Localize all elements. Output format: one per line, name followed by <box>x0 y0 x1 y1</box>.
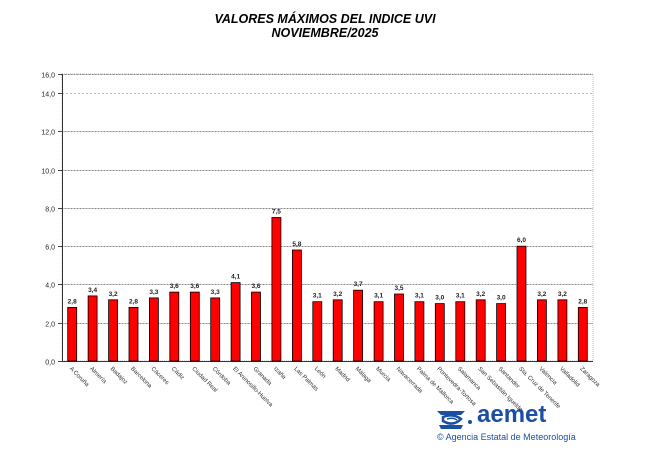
x-tick-label: León <box>313 366 327 380</box>
y-tick-label: 10,0 <box>41 169 55 176</box>
x-tick-label: Izaña <box>272 366 287 381</box>
bar-value-label: 2,8 <box>578 298 587 305</box>
x-tick-label: Valencia <box>537 366 558 387</box>
bar-value-label: 3,6 <box>251 283 260 290</box>
bar <box>230 282 241 362</box>
bar-value-label: 3,2 <box>333 291 342 298</box>
bar <box>414 301 425 362</box>
x-tick-label: Valladolid <box>558 366 580 388</box>
aemet-logo: aemet © Agencia Estatal de Meteorología <box>435 401 605 450</box>
bar <box>455 301 466 362</box>
bar <box>312 301 323 362</box>
x-tick-label: Córdoba <box>211 366 232 387</box>
bar-value-label: 3,3 <box>149 289 158 296</box>
bar-value-label: 3,1 <box>456 293 465 300</box>
bar-value-label: 3,1 <box>415 293 424 300</box>
bar <box>67 306 78 362</box>
bar <box>537 299 547 362</box>
bar-value-label: 3,6 <box>190 283 199 290</box>
y-tick-label: 4,0 <box>45 283 55 290</box>
chart-subtitle: NOVIEMBRE/2025 <box>271 26 379 40</box>
x-tick-label: Badajoz <box>109 366 129 386</box>
plot-area <box>61 73 594 362</box>
bar-value-label: 3,0 <box>435 295 444 302</box>
bar-value-label: 5,8 <box>292 241 301 248</box>
y-tick-label: 0,0 <box>45 360 55 367</box>
y-tick-label: 2,0 <box>45 322 55 329</box>
x-tick-label: Madrid <box>333 366 350 383</box>
bar-value-label: 3,2 <box>537 291 546 298</box>
bar-value-label: 4,1 <box>231 274 240 281</box>
y-tick-label: 6,0 <box>45 245 55 252</box>
bar <box>251 291 261 362</box>
bar-value-label: 3,5 <box>394 285 403 292</box>
bar <box>373 301 384 362</box>
x-tick-label: Pontevedra-Tortosa <box>435 366 477 408</box>
x-tick-label: Cádiz <box>170 366 185 381</box>
bar-value-label: 3,2 <box>109 291 118 298</box>
x-tick-label: El Arenosillo-Huelva <box>231 366 274 409</box>
bar-value-label: 7,5 <box>272 209 281 216</box>
y-tick-label: 12,0 <box>41 130 55 137</box>
y-tick-label: 16,0 <box>41 73 55 80</box>
bar <box>353 289 364 362</box>
y-tick-label: 8,0 <box>45 207 55 214</box>
bar-value-label: 3,1 <box>313 293 322 300</box>
bar-value-label: 3,1 <box>374 293 383 300</box>
bar <box>332 299 343 362</box>
bar-value-label: 3,2 <box>476 291 485 298</box>
x-tick-label: Málaga <box>354 366 373 385</box>
bar <box>148 297 159 362</box>
bar <box>516 245 527 362</box>
x-tick-label: Palma de Mallorca <box>415 366 455 406</box>
bar-value-label: 3,7 <box>354 281 363 288</box>
bar <box>557 299 568 362</box>
chart-title: VALORES MÁXIMOS DEL INDICE UVI <box>214 12 436 26</box>
bar <box>577 306 588 362</box>
bar <box>210 297 221 362</box>
x-tick-label: A Coruña <box>68 366 90 388</box>
aemet-swirl-icon <box>437 411 472 429</box>
bar <box>169 291 180 362</box>
bar <box>475 299 486 362</box>
bar-value-label: 3,4 <box>88 287 97 294</box>
bar <box>128 306 139 362</box>
y-tick-label: 14,0 <box>41 92 55 99</box>
bar <box>189 291 200 362</box>
bar-value-label: 6,0 <box>517 237 526 244</box>
logo-caption: © Agencia Estatal de Meteorología <box>437 432 576 442</box>
bar-value-label: 3,6 <box>170 283 179 290</box>
bar <box>108 299 118 362</box>
x-tick-label: Murcia <box>374 366 391 383</box>
bar-value-label: 2,8 <box>129 298 138 305</box>
bar-value-label: 2,8 <box>68 298 77 305</box>
bar <box>291 249 302 362</box>
bar-value-label: 3,2 <box>558 291 567 298</box>
bar <box>394 293 404 362</box>
bar-value-label: 3,3 <box>211 289 220 296</box>
bar <box>496 303 507 362</box>
logo-wordmark: aemet <box>477 401 547 428</box>
bar <box>271 217 282 362</box>
x-tick-label: Almería <box>88 366 107 385</box>
x-tick-label: Cáceres <box>149 366 169 386</box>
bar-value-label: 3,0 <box>497 295 506 302</box>
x-tick-label: Zaragoza <box>578 366 601 389</box>
bar <box>434 303 445 362</box>
bar <box>87 295 98 362</box>
